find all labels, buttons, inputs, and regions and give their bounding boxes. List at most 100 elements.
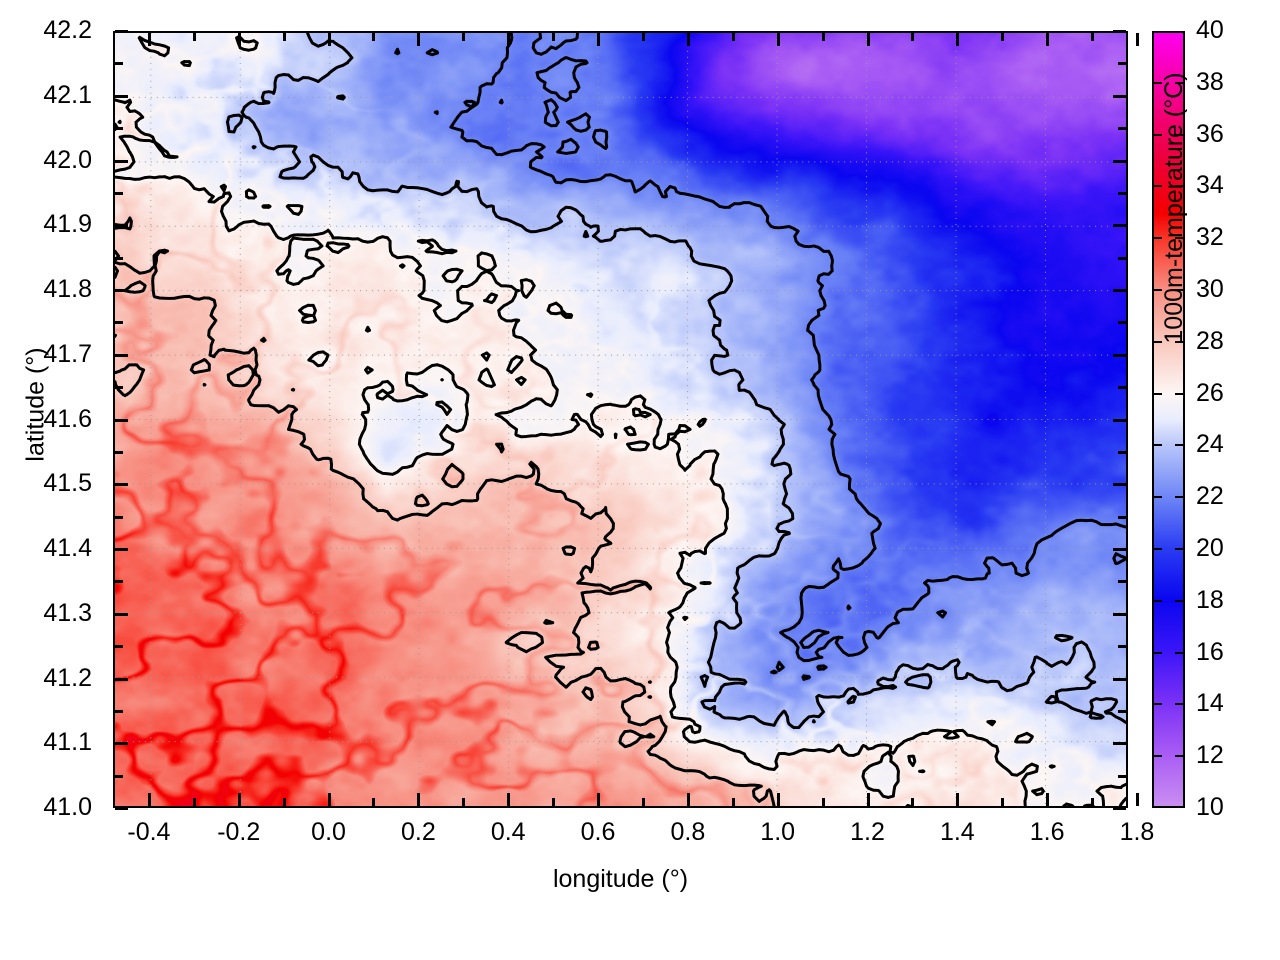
y-minor-tick-mark xyxy=(115,645,123,649)
colorbar-tick-label: 22 xyxy=(1196,482,1224,511)
y-tick-label: 41.3 xyxy=(43,598,92,627)
x-tick-mark xyxy=(776,793,780,806)
x-tick-label: 0.2 xyxy=(401,818,436,846)
y-tick-mark xyxy=(115,353,128,357)
y-minor-tick-mark xyxy=(115,450,123,454)
y-tick-mark xyxy=(1113,224,1126,228)
colorbar-tick-label: 24 xyxy=(1196,430,1224,459)
colorbar-tick-label: 28 xyxy=(1196,326,1224,355)
y-tick-mark xyxy=(115,742,128,746)
colorbar-tick xyxy=(1152,237,1162,240)
x-tick-mark xyxy=(956,33,960,46)
x-tick-mark xyxy=(327,33,331,46)
y-tick-mark xyxy=(115,677,128,681)
x-minor-tick-mark xyxy=(641,798,645,806)
colorbar-tick-label: 16 xyxy=(1196,637,1224,666)
x-tick-mark xyxy=(597,793,601,806)
y-minor-tick-mark xyxy=(1118,450,1126,454)
y-tick-mark xyxy=(1113,612,1126,616)
colorbar-tick xyxy=(1175,340,1185,343)
x-minor-tick-mark xyxy=(462,33,466,41)
x-minor-tick-mark xyxy=(282,33,286,41)
x-tick-mark xyxy=(237,33,241,46)
x-tick-mark xyxy=(597,33,601,46)
colorbar-tick xyxy=(1152,548,1162,550)
colorbar-tick xyxy=(1152,289,1162,291)
y-tick-mark xyxy=(115,612,128,616)
colorbar-tick xyxy=(1152,340,1162,343)
y-minor-tick-mark xyxy=(1118,580,1126,584)
y-axis-title: latitude (°) xyxy=(21,347,50,462)
y-minor-tick-mark xyxy=(115,386,123,390)
x-tick-label: -0.4 xyxy=(127,818,171,846)
colorbar-tick xyxy=(1152,599,1162,602)
y-tick-mark xyxy=(115,807,128,810)
colorbar-tick-label: 12 xyxy=(1196,741,1224,770)
colorbar-tick-label: 26 xyxy=(1196,378,1224,407)
colorbar-tick xyxy=(1152,133,1162,136)
x-minor-tick-mark xyxy=(1091,798,1095,806)
y-minor-tick-mark xyxy=(115,256,123,260)
colorbar-tick xyxy=(1175,392,1185,395)
x-tick-mark xyxy=(1135,793,1139,806)
colorbar-tick-label: 36 xyxy=(1196,119,1224,148)
x-minor-tick-mark xyxy=(731,33,735,41)
x-tick-mark xyxy=(866,33,870,46)
x-tick-label: 0.4 xyxy=(490,818,526,846)
x-tick-mark xyxy=(1046,793,1050,806)
colorbar-tick xyxy=(1152,651,1162,654)
y-minor-tick-mark xyxy=(1118,515,1126,519)
colorbar-tick-label: 34 xyxy=(1196,171,1224,200)
y-tick-label: 41.5 xyxy=(43,469,92,498)
y-tick-label: 41.1 xyxy=(43,728,92,757)
colorbar-tick xyxy=(1175,133,1185,136)
y-tick-mark xyxy=(1113,483,1126,487)
y-minor-tick-mark xyxy=(1118,774,1126,778)
x-tick-label: 0.0 xyxy=(311,818,346,846)
y-tick-mark xyxy=(1113,30,1126,33)
y-minor-tick-mark xyxy=(115,62,123,66)
x-minor-tick-mark xyxy=(731,798,735,806)
y-tick-mark xyxy=(1113,548,1126,551)
x-minor-tick-mark xyxy=(821,33,825,41)
x-tick-mark xyxy=(147,793,151,806)
y-tick-label: 42.1 xyxy=(43,80,92,109)
colorbar[interactable] xyxy=(1152,31,1185,808)
x-minor-tick-mark xyxy=(192,798,196,806)
colorbar-tick xyxy=(1152,496,1162,499)
plot-area[interactable] xyxy=(113,31,1128,808)
y-tick-mark xyxy=(115,94,128,98)
colorbar-tick xyxy=(1175,185,1185,188)
y-tick-mark xyxy=(1113,418,1126,422)
y-minor-tick-mark xyxy=(115,580,123,584)
x-minor-tick-mark xyxy=(462,798,466,806)
y-tick-label: 41.7 xyxy=(43,339,92,368)
y-tick-mark xyxy=(1113,677,1126,681)
y-tick-mark xyxy=(1113,289,1126,292)
colorbar-gradient xyxy=(1152,31,1185,808)
y-minor-tick-mark xyxy=(115,127,123,131)
colorbar-tick-label: 30 xyxy=(1196,275,1224,303)
y-minor-tick-mark xyxy=(1118,386,1126,390)
x-minor-tick-mark xyxy=(552,33,556,41)
x-minor-tick-mark xyxy=(641,33,645,41)
x-tick-label: 1.6 xyxy=(1029,818,1065,846)
y-tick-label: 41.4 xyxy=(43,534,92,562)
y-minor-tick-mark xyxy=(1118,709,1126,713)
y-tick-mark xyxy=(1113,807,1126,810)
y-tick-mark xyxy=(115,224,128,228)
colorbar-tick-label: 40 xyxy=(1196,16,1224,44)
colorbar-tick xyxy=(1152,392,1162,395)
colorbar-title: 1000m-temperature (°C) xyxy=(1160,72,1188,344)
x-tick-mark xyxy=(327,793,331,806)
x-minor-tick-mark xyxy=(1001,33,1005,41)
colorbar-tick-label: 10 xyxy=(1196,793,1224,821)
colorbar-tick xyxy=(1175,444,1185,447)
x-minor-tick-mark xyxy=(372,33,376,41)
colorbar-tick-label: 18 xyxy=(1196,585,1224,614)
x-minor-tick-mark xyxy=(821,798,825,806)
y-minor-tick-mark xyxy=(1118,645,1126,649)
y-tick-label: 41.9 xyxy=(43,210,92,239)
colorbar-tick xyxy=(1175,599,1185,602)
x-tick-mark xyxy=(776,33,780,46)
